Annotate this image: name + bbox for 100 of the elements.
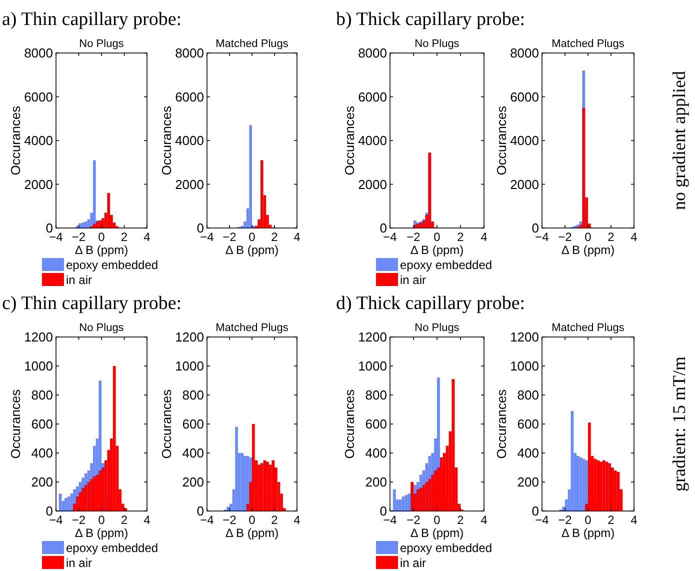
chart-title: Matched Plugs <box>216 322 289 334</box>
y-tick-label: 6000 <box>358 89 387 104</box>
y-tick-label: 200 <box>517 474 539 490</box>
y-axis-title: Occurances <box>494 388 509 459</box>
chart-title: Matched Plugs <box>552 322 625 334</box>
x-tick-label: 0 <box>434 230 441 244</box>
x-tick-label: 2 <box>608 230 615 244</box>
y-tick-label: 800 <box>31 388 53 402</box>
x-tick-label: −2 <box>558 513 572 527</box>
y-tick-label: 4000 <box>510 133 539 148</box>
y-tick-label: 600 <box>182 416 204 432</box>
text: gradient: 15 mT/m <box>669 356 689 492</box>
legend-label: in air <box>66 273 92 287</box>
x-tick-label: −2 <box>222 230 237 244</box>
x-tick-label: 4 <box>294 230 301 244</box>
chart-title: No Plugs <box>414 38 460 50</box>
x-tick-label: 2 <box>120 230 128 244</box>
legend-label: in air <box>66 556 92 570</box>
y-tick-label: 600 <box>31 416 53 432</box>
y-tick-label: 400 <box>365 446 387 460</box>
y-axis-title: Occurances <box>8 388 23 459</box>
legend-label: epoxy embedded <box>66 541 158 555</box>
x-tick-label: 2 <box>457 513 464 527</box>
x-tick-label: 0 <box>584 513 592 527</box>
y-tick-label: 200 <box>365 474 387 490</box>
x-tick-label: 0 <box>248 230 256 244</box>
legend-label: epoxy embedded <box>66 258 158 272</box>
x-tick-label: −2 <box>72 230 86 244</box>
x-tick-label: −2 <box>406 230 421 244</box>
y-tick-label: 200 <box>182 474 204 490</box>
x-tick-label: 2 <box>271 513 278 527</box>
y-axis-title: Occurances <box>159 388 174 459</box>
y-tick-label: 800 <box>517 388 539 402</box>
chart-title: No Plugs <box>79 38 124 50</box>
x-axis-title: Δ B (ppm) <box>74 526 128 540</box>
y-tick-label: 8000 <box>175 46 204 60</box>
y-tick-label: 4000 <box>175 133 204 148</box>
y-tick-label: 2000 <box>24 176 53 192</box>
x-tick-label: 0 <box>98 513 106 527</box>
x-tick-label: 4 <box>480 513 488 527</box>
chart-title: Matched Plugs <box>552 38 625 50</box>
y-tick-label: 200 <box>31 474 53 490</box>
y-tick-label: 800 <box>365 388 387 402</box>
y-tick-label: 8000 <box>510 46 539 60</box>
chart-title: No Plugs <box>414 322 460 334</box>
legend-label: in air <box>400 556 426 570</box>
x-tick-label: 2 <box>271 230 278 244</box>
y-tick-label: 2000 <box>175 176 204 192</box>
x-tick-label: 2 <box>120 513 128 527</box>
x-axis-title: Δ B (ppm) <box>410 526 464 540</box>
y-tick-label: 1200 <box>175 330 204 344</box>
y-tick-label: 600 <box>365 416 387 432</box>
x-tick-label: 0 <box>584 230 592 244</box>
x-tick-label: −2 <box>222 513 237 527</box>
y-tick-label: 1200 <box>510 330 539 344</box>
x-axis-title: Δ B (ppm) <box>561 243 615 257</box>
y-tick-label: 4000 <box>24 133 53 148</box>
text: d) Thick capillary probe: <box>336 293 526 314</box>
y-tick-label: 800 <box>182 388 204 402</box>
x-tick-label: 2 <box>457 230 464 244</box>
x-axis-title: Δ B (ppm) <box>74 243 128 257</box>
text: no gradient applied <box>669 71 689 210</box>
y-tick-label: 8000 <box>358 46 387 60</box>
legend-label: epoxy embedded <box>400 541 492 555</box>
y-tick-label: 1200 <box>358 330 387 344</box>
y-axis-title: Occurances <box>159 105 174 176</box>
y-axis-title: Occurances <box>8 105 23 176</box>
x-tick-label: 4 <box>480 230 488 244</box>
y-tick-label: 4000 <box>358 133 387 148</box>
x-axis-title: Δ B (ppm) <box>561 526 615 540</box>
y-tick-label: 8000 <box>24 46 53 60</box>
text: a) Thin capillary probe: <box>2 9 182 30</box>
x-tick-label: 4 <box>144 230 151 244</box>
y-axis-title: Occurances <box>342 105 357 176</box>
y-tick-label: 6000 <box>510 89 539 104</box>
x-tick-label: 4 <box>630 513 638 527</box>
x-tick-label: −2 <box>72 513 86 527</box>
x-tick-label: 0 <box>248 513 256 527</box>
y-tick-label: 2000 <box>358 176 387 192</box>
text: c) Thin capillary probe: <box>2 293 182 314</box>
x-tick-label: 4 <box>144 513 151 527</box>
legend-label: in air <box>400 273 426 287</box>
y-tick-label: 1000 <box>358 358 387 374</box>
y-axis-title: Occurances <box>494 105 509 176</box>
x-tick-label: −2 <box>558 230 572 244</box>
chart-title: No Plugs <box>79 322 124 334</box>
y-tick-label: 600 <box>517 416 539 432</box>
y-tick-label: 2000 <box>510 176 539 192</box>
x-axis-title: Δ B (ppm) <box>225 526 279 540</box>
y-tick-label: 1000 <box>510 358 539 374</box>
y-tick-label: 1000 <box>24 358 53 374</box>
x-tick-label: 2 <box>608 513 615 527</box>
text: b) Thick capillary probe: <box>336 9 526 30</box>
x-tick-label: 4 <box>294 513 301 527</box>
x-tick-label: 0 <box>98 230 106 244</box>
y-tick-label: 400 <box>182 446 204 460</box>
x-tick-label: 4 <box>630 230 638 244</box>
y-tick-label: 400 <box>517 446 539 460</box>
x-tick-label: −2 <box>406 513 421 527</box>
y-tick-label: 6000 <box>175 89 204 104</box>
